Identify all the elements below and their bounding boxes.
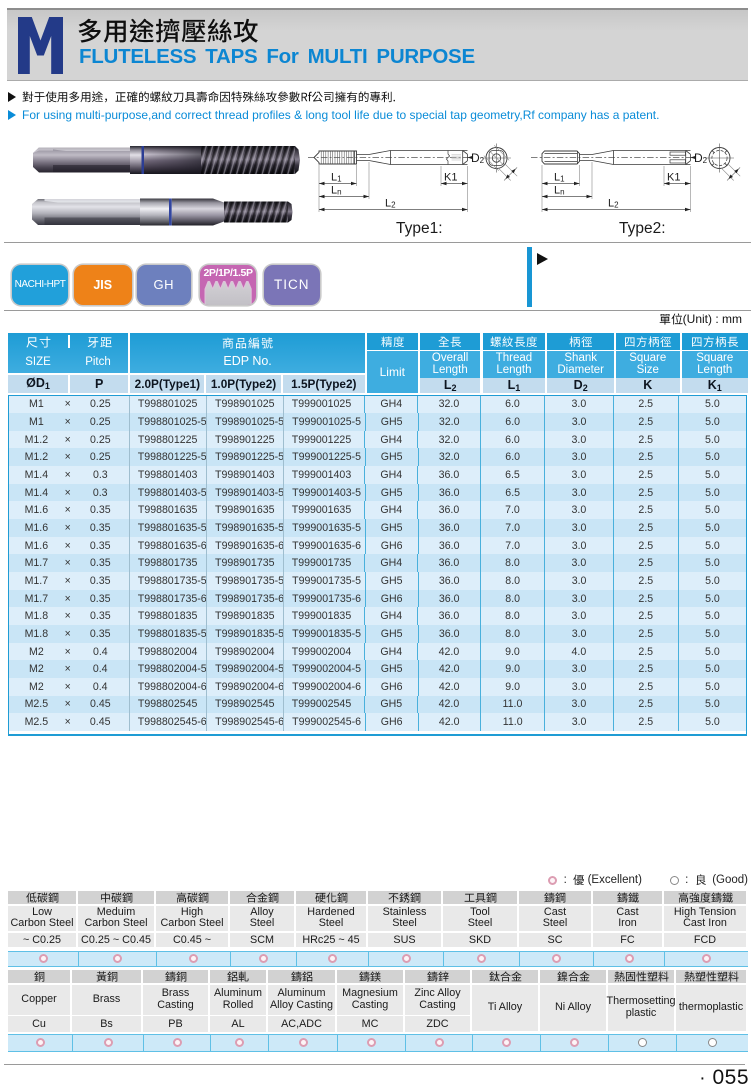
svg-text:Type2:: Type2:	[619, 220, 666, 237]
svg-text:L1: L1	[331, 172, 342, 184]
svg-text:Type1:: Type1:	[396, 220, 443, 237]
svg-text:L2: L2	[385, 198, 396, 210]
svg-text:L2: L2	[608, 198, 619, 210]
svg-text:Ln: Ln	[554, 185, 565, 197]
svg-text:Ln: Ln	[331, 185, 342, 197]
svg-text:K1: K1	[444, 172, 457, 184]
svg-text:K1: K1	[667, 172, 680, 184]
svg-text:L1: L1	[554, 172, 565, 184]
